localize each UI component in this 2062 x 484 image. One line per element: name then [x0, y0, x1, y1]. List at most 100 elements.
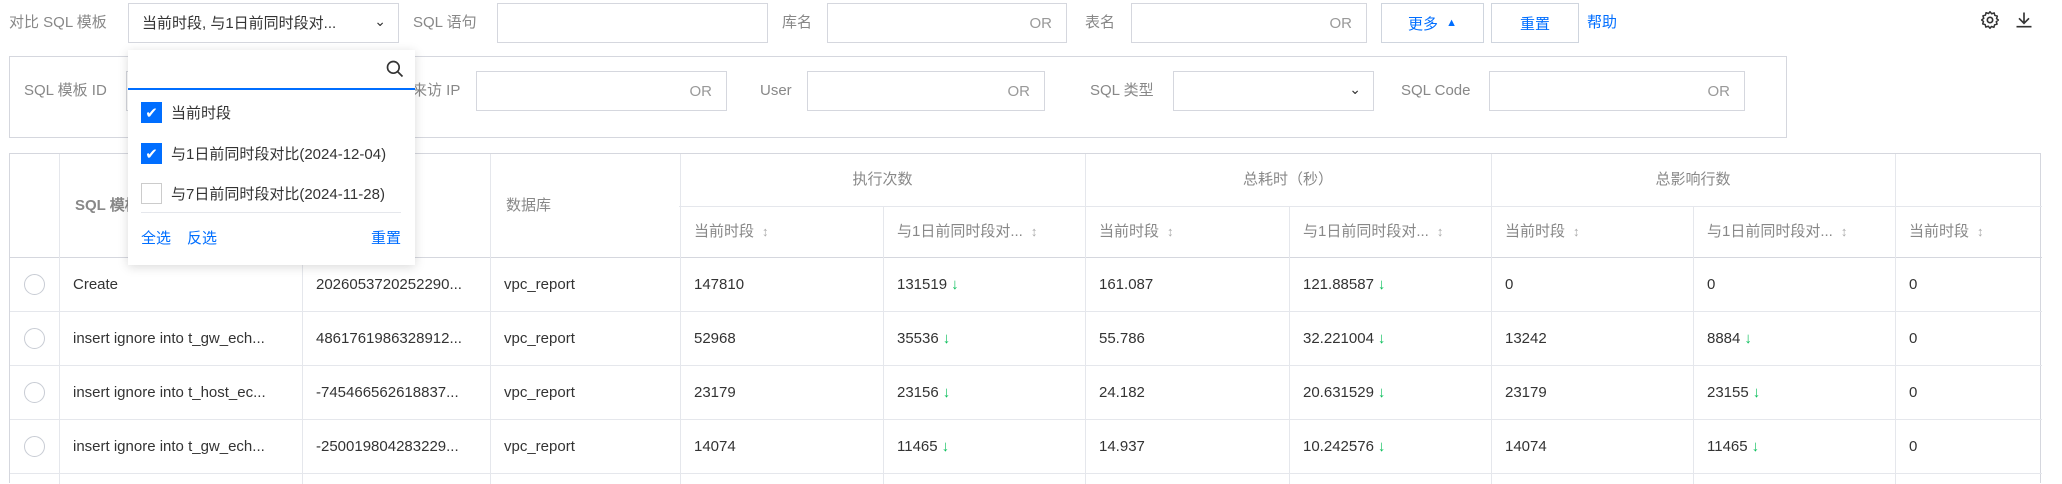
arrow-down-icon: ↓: [1751, 438, 1760, 455]
cell-last: 0: [1909, 437, 1917, 457]
sort-icon[interactable]: ↕: [1436, 224, 1444, 239]
cell-value: 8884: [1707, 330, 1741, 347]
row-radio[interactable]: [24, 436, 45, 457]
checkbox[interactable]: ✔: [141, 102, 162, 123]
dropdown-reset-link[interactable]: 重置: [370, 230, 401, 247]
cell-exec-cur: 147810: [694, 275, 744, 295]
row-radio[interactable]: [24, 274, 45, 295]
cell-value: 0: [1909, 438, 1918, 455]
sql-type-label: SQL 类型: [1090, 82, 1154, 99]
checkbox[interactable]: [141, 183, 162, 204]
select-all-link[interactable]: 全选: [141, 230, 172, 247]
arrow-down-icon: ↓: [942, 384, 951, 401]
sql-code-label: SQL Code: [1401, 82, 1471, 99]
client-ip-input[interactable]: OR: [476, 71, 727, 111]
sort-icon[interactable]: ↕: [1167, 224, 1174, 239]
sub-header-compare[interactable]: 与1日前同时段对... ↕: [897, 222, 1037, 242]
cell-last: 0: [1909, 329, 1917, 349]
cell-value: insert ignore into t_gw_ech...: [73, 438, 265, 455]
cell-exec-cur: 52968: [694, 329, 736, 349]
dropdown-option[interactable]: 与7日前同时段对比(2024-11-28): [141, 183, 385, 204]
cell-time-cmp: 20.631529 ↓: [1303, 383, 1385, 403]
dropdown-option[interactable]: ✔ 与1日前同时段对比(2024-12-04): [141, 143, 386, 164]
row-radio[interactable]: [24, 382, 45, 403]
gear-icon[interactable]: [1980, 10, 2000, 30]
download-icon[interactable]: [2014, 10, 2034, 30]
cell-time-cmp: 121.88587 ↓: [1303, 275, 1385, 295]
more-button[interactable]: 更多 ▲: [1381, 3, 1484, 43]
compare-template-value: 当前时段, 与1日前同时段对...: [142, 15, 337, 32]
col-header-template: SQL 模板: [75, 197, 140, 214]
arrow-down-icon: ↓: [951, 276, 959, 293]
cell-value: 23155: [1707, 384, 1749, 401]
sub-header-current[interactable]: 当前时段 ↕: [1099, 222, 1174, 242]
sort-icon[interactable]: ↕: [1030, 224, 1038, 239]
cell-rows-cmp: 8884 ↓: [1707, 329, 1752, 349]
user-label: User: [760, 82, 792, 99]
dropdown-search-input[interactable]: [128, 50, 415, 90]
database-input[interactable]: OR: [827, 3, 1067, 43]
sub-header-label: 与1日前同时段对...: [1707, 223, 1833, 240]
cell-value: 0: [1909, 276, 1918, 293]
cell-value: vpc_report: [504, 438, 575, 455]
col-header-database: 数据库: [506, 197, 552, 214]
sub-header-compare[interactable]: 与1日前同时段对... ↕: [1303, 222, 1443, 242]
sort-icon[interactable]: ↕: [1840, 224, 1848, 239]
cell-db: vpc_report: [504, 437, 575, 457]
cell-template: insert ignore into t_host_ec...: [73, 383, 266, 403]
more-button-label: 更多: [1408, 15, 1439, 33]
cell-time-cmp: 10.242576 ↓: [1303, 437, 1385, 457]
chevron-down-icon: ⌄: [374, 13, 386, 29]
cell-db: vpc_report: [504, 275, 575, 295]
cell-id: -745466562618837...: [316, 383, 459, 403]
help-link[interactable]: 帮助: [1587, 14, 1618, 31]
user-input[interactable]: OR: [807, 71, 1045, 111]
compare-template-label: 对比 SQL 模板: [9, 14, 107, 31]
cell-template: insert ignore into t_gw_ech...: [73, 437, 265, 457]
table-name-input[interactable]: OR: [1131, 3, 1367, 43]
cell-last: 0: [1909, 383, 1917, 403]
cell-db: vpc_report: [504, 383, 575, 403]
cell-rows-cur: 13242: [1505, 329, 1547, 349]
sort-icon[interactable]: ↕: [762, 224, 769, 239]
row-radio[interactable]: [24, 328, 45, 349]
cell-value: 4861761986328912...: [316, 330, 462, 347]
cell-value: 24.182: [1099, 384, 1145, 401]
compare-template-select[interactable]: 当前时段, 与1日前同时段对... ⌄: [128, 3, 399, 43]
cell-value: vpc_report: [504, 276, 575, 293]
cell-value: 13242: [1505, 330, 1547, 347]
arrow-down-icon: ↓: [1744, 330, 1752, 347]
sub-header-current[interactable]: 当前时段 ↕: [1505, 222, 1580, 242]
sql-statement-input[interactable]: [497, 3, 768, 43]
cell-value: -745466562618837...: [316, 384, 459, 401]
sub-header-current[interactable]: 当前时段 ↕: [1909, 222, 1984, 242]
sql-type-select[interactable]: ⌄: [1173, 71, 1374, 111]
option-label: 与7日前同时段对比(2024-11-28): [171, 186, 385, 203]
dropdown-option[interactable]: ✔ 当前时段: [141, 102, 231, 123]
cell-id: -250019804283229...: [316, 437, 459, 457]
reset-button[interactable]: 重置: [1491, 3, 1579, 43]
option-label: 当前时段: [171, 105, 232, 122]
sub-header-compare[interactable]: 与1日前同时段对... ↕: [1707, 222, 1847, 242]
sql-code-input[interactable]: OR: [1489, 71, 1745, 111]
cell-db: vpc_report: [504, 329, 575, 349]
cell-rows-cur: 23179: [1505, 383, 1547, 403]
cell-time-cmp: 32.221004 ↓: [1303, 329, 1385, 349]
cell-value: 11465: [1707, 438, 1748, 455]
checkbox[interactable]: ✔: [141, 143, 162, 164]
sql-statement-label: SQL 语句: [413, 14, 477, 31]
sub-header-current[interactable]: 当前时段 ↕: [694, 222, 769, 242]
cell-value: 35536: [897, 330, 939, 347]
cell-value: 0: [1707, 276, 1716, 293]
sort-icon[interactable]: ↕: [1977, 224, 1984, 239]
sub-header-label: 当前时段: [1505, 223, 1566, 240]
arrow-down-icon: ↓: [1377, 276, 1386, 293]
cell-rows-cmp: 0: [1707, 275, 1715, 295]
cell-value: 131519: [897, 276, 948, 293]
cell-last: 0: [1909, 275, 1917, 295]
sort-icon[interactable]: ↕: [1573, 224, 1580, 239]
cell-value: 11465: [897, 438, 938, 455]
chevron-down-icon: ⌄: [1349, 81, 1361, 97]
cell-value: 147810: [694, 276, 745, 293]
invert-selection-link[interactable]: 反选: [187, 230, 218, 247]
